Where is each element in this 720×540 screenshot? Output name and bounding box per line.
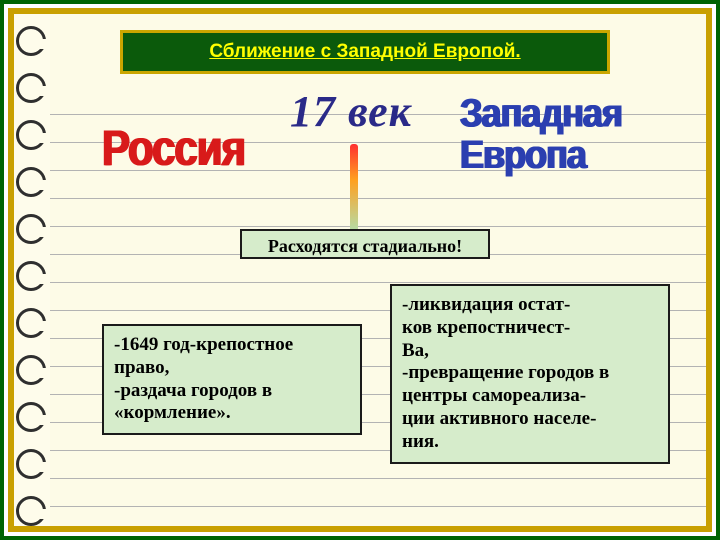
spiral-ring-icon xyxy=(16,261,46,291)
century-label: 17 век xyxy=(290,86,412,137)
spiral-ring-icon xyxy=(16,449,46,479)
spiral-binding xyxy=(14,14,50,526)
spiral-ring-icon xyxy=(16,355,46,385)
rule-line xyxy=(50,282,706,283)
russia-wordart: Россия xyxy=(102,119,245,177)
spiral-ring-icon xyxy=(16,496,46,526)
rule-line xyxy=(50,198,706,199)
rule-line xyxy=(50,226,706,227)
rule-line xyxy=(50,506,706,507)
europe-line2: Европа xyxy=(460,132,586,177)
rule-line xyxy=(50,478,706,479)
spiral-ring-icon xyxy=(16,167,46,197)
spiral-ring-icon xyxy=(16,308,46,338)
russia-details-box: -1649 год-крепостное право,-раздача горо… xyxy=(102,324,362,435)
central-callout: Расходятся стадиально! xyxy=(240,229,490,259)
spiral-ring-icon xyxy=(16,402,46,432)
divider-gradient-line xyxy=(350,144,358,234)
europe-line1: Западная xyxy=(460,90,622,135)
europe-wordart: Западная Европа xyxy=(460,92,622,175)
slide-title: Сближение с Западной Европой. xyxy=(120,30,610,74)
outer-frame: Сближение с Западной Европой. 17 век Рос… xyxy=(0,0,720,540)
spiral-ring-icon xyxy=(16,73,46,103)
europe-details-box: -ликвидация остат-ков крепостничест-Ва,-… xyxy=(390,284,670,464)
paper-area: Сближение с Западной Европой. 17 век Рос… xyxy=(50,14,706,526)
spiral-ring-icon xyxy=(16,120,46,150)
spiral-ring-icon xyxy=(16,26,46,56)
spiral-ring-icon xyxy=(16,214,46,244)
